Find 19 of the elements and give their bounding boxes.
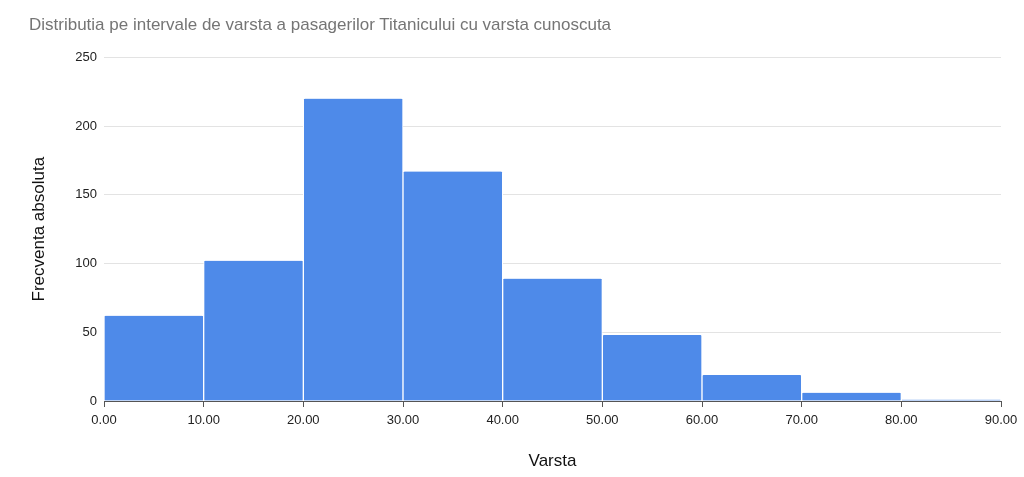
x-tick-label: 50.00 (586, 412, 619, 428)
x-tick-label: 40.00 (486, 412, 519, 428)
x-tick-label: 30.00 (386, 412, 420, 428)
y-tick-label: 200 (75, 117, 97, 133)
y-tick-label: 50 (82, 323, 97, 339)
x-tick-label: 60.00 (685, 412, 719, 428)
y-tick-label: 0 (89, 392, 97, 408)
x-tick-label: 80.00 (885, 412, 918, 428)
y-tick-label: 150 (75, 186, 97, 202)
x-tick-label: 90.00 (984, 412, 1018, 428)
y-tick-label: 250 (75, 48, 97, 64)
x-axis-title: Varsta (528, 451, 577, 471)
x-tick-label: 20.00 (287, 412, 320, 428)
x-tick-label: 10.00 (187, 412, 220, 428)
y-axis-title: Frecventa absoluta (28, 156, 48, 302)
y-tick-label: 100 (75, 255, 97, 271)
x-tick-label: 0.00 (91, 412, 117, 428)
x-tick-label: 70.00 (785, 412, 818, 428)
chart-title: Distributia pe intervale de varsta a pasagerilor Titanicului cu varsta cunoscuta (29, 14, 612, 34)
